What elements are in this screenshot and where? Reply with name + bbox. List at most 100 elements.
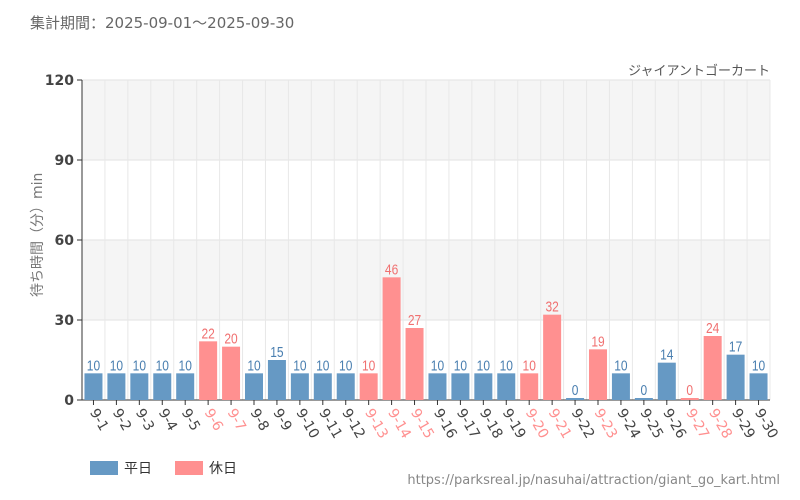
x-tick-label: 9-7 [224, 406, 249, 434]
legend-swatch-weekday [90, 461, 118, 475]
bar-9-11 [313, 373, 332, 400]
x-tick-label: 9-30 [751, 406, 781, 442]
data-label: 22 [201, 325, 214, 342]
data-label: 10 [454, 357, 468, 374]
bar-9-28 [703, 336, 722, 400]
bar-9-9 [267, 360, 286, 400]
bar-9-1 [84, 373, 103, 400]
x-tick-label: 9-3 [132, 406, 157, 434]
data-label: 10 [500, 357, 514, 374]
y-tick-label: 0 [64, 393, 74, 409]
legend-label: 休日 [209, 461, 237, 477]
y-tick-label: 120 [45, 73, 74, 89]
x-tick-label: 9-1 [86, 406, 111, 434]
legend-label: 平日 [124, 461, 152, 477]
x-tick-label: 9-2 [109, 406, 134, 434]
bar-9-14 [382, 277, 401, 400]
data-label: 10 [87, 357, 101, 374]
data-label: 17 [729, 338, 742, 355]
bar-9-18 [474, 373, 493, 400]
bar-9-2 [107, 373, 126, 400]
data-label: 0 [641, 382, 648, 399]
data-label: 14 [660, 346, 674, 363]
data-label: 10 [362, 357, 376, 374]
bar-9-5 [176, 373, 195, 400]
bar-9-19 [497, 373, 516, 400]
bar-9-23 [589, 349, 607, 400]
data-label: 10 [156, 357, 170, 374]
x-tick-label: 9-20 [522, 406, 552, 442]
x-tick-label: 9-12 [338, 406, 368, 442]
legend-holiday[interactable]: 休日 [175, 458, 237, 478]
x-tick-label: 9-22 [568, 406, 598, 442]
x-tick-label: 9-16 [430, 406, 460, 442]
data-label: 10 [316, 357, 330, 374]
bar-9-13 [359, 373, 378, 400]
x-tick-label: 9-24 [613, 406, 643, 442]
x-tick-label: 9-25 [636, 406, 666, 442]
bar-9-24 [611, 373, 630, 400]
bar-9-4 [153, 373, 172, 400]
data-label: 10 [614, 357, 628, 374]
x-tick-label: 9-5 [178, 406, 203, 434]
bar-9-29 [726, 354, 745, 400]
bar-9-17 [451, 373, 470, 400]
data-label: 10 [523, 357, 537, 374]
x-tick-label: 9-6 [201, 406, 226, 434]
y-tick-label: 90 [55, 153, 75, 169]
data-label: 10 [431, 357, 445, 374]
data-label: 10 [752, 357, 766, 374]
data-label: 10 [339, 357, 353, 374]
x-tick-label: 9-11 [315, 406, 345, 442]
data-label: 46 [385, 261, 398, 278]
x-tick-label: 9-28 [705, 406, 735, 442]
period-label: 集計期間：2025-09-01～2025-09-30 [30, 14, 295, 32]
y-tick-label: 30 [55, 313, 75, 329]
source-url[interactable]: https://parksreal.jp/nasuhai/attraction/… [407, 473, 780, 488]
data-label: 10 [247, 357, 261, 374]
x-tick-label: 9-29 [728, 406, 758, 442]
bar-9-26 [657, 362, 676, 400]
data-label: 19 [591, 333, 604, 350]
bar-9-3 [130, 373, 149, 400]
data-label: 24 [706, 320, 720, 337]
x-tick-label: 9-27 [682, 406, 712, 442]
x-tick-label: 9-19 [499, 406, 529, 442]
x-tick-label: 9-18 [476, 406, 506, 442]
data-label: 10 [179, 357, 193, 374]
data-label: 20 [224, 330, 238, 347]
bar-9-15 [405, 328, 424, 400]
x-tick-label: 9-13 [361, 406, 391, 442]
x-tick-label: 9-4 [155, 406, 180, 434]
bar-9-20 [520, 373, 539, 400]
bar-9-22 [566, 398, 585, 400]
data-label: 15 [270, 344, 283, 361]
data-label: 0 [572, 382, 579, 399]
y-tick-label: 60 [55, 233, 75, 249]
data-label: 27 [408, 312, 421, 329]
bar-9-16 [428, 373, 447, 400]
x-tick-label: 9-26 [659, 406, 689, 442]
bar-9-21 [543, 314, 562, 400]
bar-9-30 [749, 373, 768, 400]
bar-9-6 [199, 341, 218, 400]
legend-weekday[interactable]: 平日 [90, 458, 152, 478]
x-tick-label: 9-21 [545, 406, 575, 442]
x-tick-label: 9-9 [269, 406, 294, 434]
data-label: 32 [545, 298, 558, 315]
bar-9-27 [680, 398, 699, 400]
bar-9-7 [222, 346, 241, 400]
x-tick-label: 9-8 [247, 406, 272, 434]
bar-9-10 [290, 373, 309, 400]
legend-swatch-holiday [175, 461, 203, 475]
x-tick-label: 9-15 [407, 406, 437, 442]
data-label: 10 [477, 357, 491, 374]
bar-9-25 [634, 398, 653, 400]
bar-9-12 [336, 373, 355, 400]
data-label: 0 [686, 382, 693, 399]
bar-9-8 [245, 373, 263, 400]
x-tick-label: 9-10 [292, 406, 322, 442]
x-tick-label: 9-23 [591, 406, 621, 442]
x-tick-label: 9-14 [384, 406, 414, 442]
